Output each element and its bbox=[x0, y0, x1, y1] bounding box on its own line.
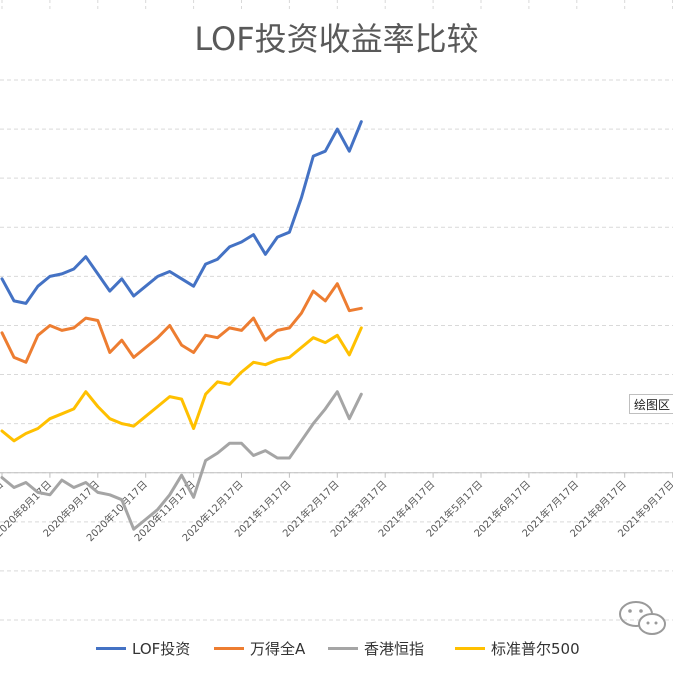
legend-item[interactable]: LOF投资 bbox=[96, 636, 190, 660]
series-line-0[interactable] bbox=[0, 120, 363, 305]
legend: LOF投资 万得全A 香港恒指 标准普尔500 bbox=[0, 636, 673, 660]
chart-title: LOF投资收益率比较 bbox=[194, 20, 479, 58]
series-line-2[interactable] bbox=[0, 390, 363, 531]
legend-swatch bbox=[328, 646, 358, 650]
legend-item[interactable]: 标准普尔500 bbox=[455, 636, 580, 660]
legend-label: 万得全A bbox=[250, 639, 306, 658]
legend-label: 香港恒指 bbox=[364, 639, 425, 658]
legend-swatch bbox=[214, 646, 244, 650]
legend-item[interactable]: 香港恒指 bbox=[328, 636, 424, 660]
series-line-3[interactable] bbox=[0, 326, 363, 443]
legend-label: 标准普尔500 bbox=[491, 639, 580, 658]
series-line-1[interactable] bbox=[0, 282, 363, 364]
legend-label: LOF投资 bbox=[132, 639, 191, 658]
plot-area-tooltip: 绘图区 bbox=[629, 394, 673, 414]
legend-swatch bbox=[455, 646, 485, 650]
wechat-watermark-icon bbox=[619, 601, 666, 635]
legend-swatch bbox=[96, 646, 126, 650]
legend-item[interactable]: 万得全A bbox=[214, 636, 305, 660]
